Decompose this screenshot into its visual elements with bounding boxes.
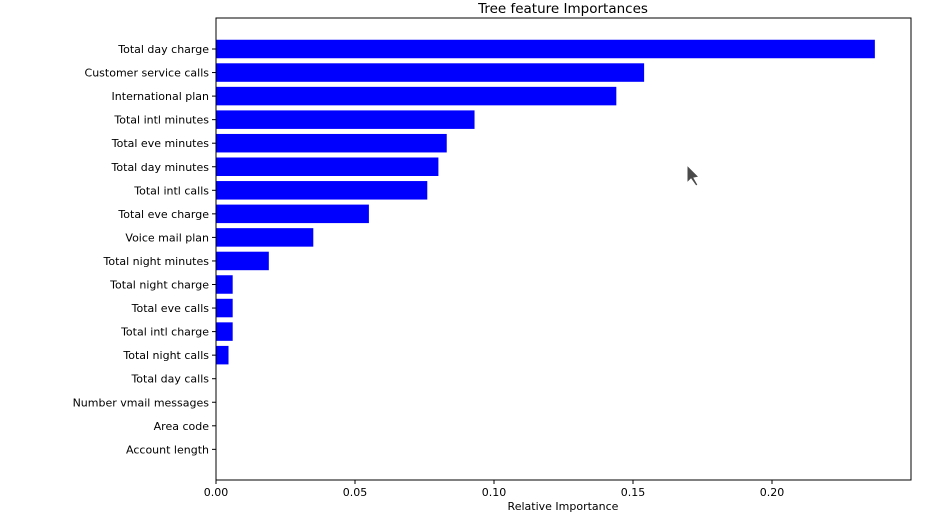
bar-3 xyxy=(216,110,475,129)
y-tick-label: Total night minutes xyxy=(102,255,209,268)
bar-1 xyxy=(216,63,645,82)
bar-10 xyxy=(216,275,233,294)
plot-frame xyxy=(215,17,912,481)
y-tick-label: Total intl calls xyxy=(133,184,209,197)
x-tick-label: 0.00 xyxy=(204,486,229,499)
bar-11 xyxy=(216,298,233,318)
y-tick-label: Area code xyxy=(154,420,210,433)
bar-7 xyxy=(216,204,369,224)
y-tick-label: Account length xyxy=(126,443,209,456)
y-tick-label: Total intl charge xyxy=(120,326,209,339)
y-tick-label: Total night calls xyxy=(122,349,209,362)
x-axis-label: Relative Importance xyxy=(508,500,619,513)
bar-4 xyxy=(216,133,447,153)
bar-6 xyxy=(216,181,428,200)
y-tick-label: Total eve minutes xyxy=(111,137,210,150)
bar-13 xyxy=(216,345,229,365)
bar-12 xyxy=(216,322,233,341)
y-tick-label: Total day charge xyxy=(117,43,209,56)
y-tick-label: Voice mail plan xyxy=(125,231,209,244)
bar-5 xyxy=(216,157,439,176)
chart-title: Tree feature Importances xyxy=(477,1,648,17)
bar-2 xyxy=(216,86,617,106)
x-tick-label: 0.05 xyxy=(343,486,368,499)
x-tick-label: 0.10 xyxy=(482,486,507,499)
y-tick-label: International plan xyxy=(112,90,209,103)
bars-group xyxy=(216,39,875,365)
y-tick-label: Total eve calls xyxy=(131,302,210,315)
y-tick-label: Number vmail messages xyxy=(73,396,210,409)
bar-9 xyxy=(216,251,269,271)
y-tick-label: Total day minutes xyxy=(111,161,210,174)
x-tick-label: 0.15 xyxy=(621,486,646,499)
bar-0 xyxy=(216,39,875,59)
y-tick-label: Total day calls xyxy=(130,373,209,386)
y-tick-label: Total eve charge xyxy=(117,208,209,221)
mouse-pointer-icon xyxy=(686,164,700,187)
y-tick-label: Customer service calls xyxy=(85,67,210,80)
y-tick-label: Total intl minutes xyxy=(113,114,209,127)
bar-8 xyxy=(216,228,314,247)
x-ticks: 0.00 0.05 0.10 0.15 0.20 xyxy=(204,480,785,499)
y-tick-labels: Total day charge Customer service calls In… xyxy=(73,43,216,456)
y-tick-label: Total night charge xyxy=(109,279,209,292)
x-tick-label: 0.20 xyxy=(760,486,785,499)
